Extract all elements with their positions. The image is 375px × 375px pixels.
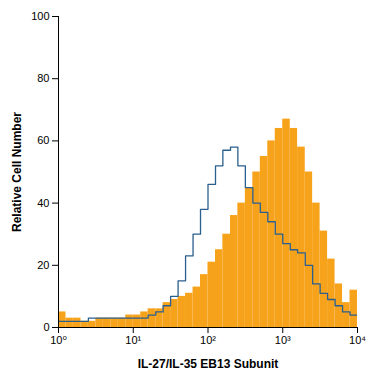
svg-text:100: 100 <box>31 10 49 22</box>
svg-text:60: 60 <box>37 134 49 146</box>
svg-text:80: 80 <box>37 72 49 84</box>
svg-text:10⁰: 10⁰ <box>50 334 67 346</box>
svg-text:Relative Cell Number: Relative Cell Number <box>10 112 24 232</box>
svg-text:10¹: 10¹ <box>125 334 141 346</box>
svg-text:0: 0 <box>43 321 49 333</box>
svg-text:10⁴: 10⁴ <box>349 334 366 346</box>
svg-text:IL-27/IL-35 EB13 Subunit: IL-27/IL-35 EB13 Subunit <box>138 357 279 371</box>
svg-text:20: 20 <box>37 259 49 271</box>
svg-text:40: 40 <box>37 197 49 209</box>
svg-text:10³: 10³ <box>275 334 291 346</box>
svg-text:10²: 10² <box>200 334 216 346</box>
